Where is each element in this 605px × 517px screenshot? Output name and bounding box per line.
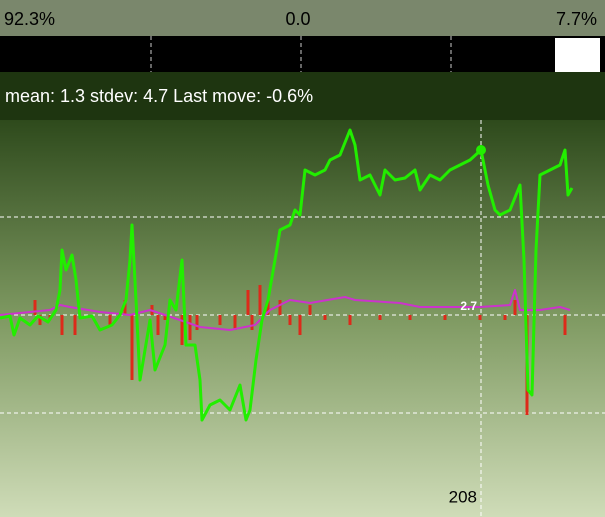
stats: mean: 1.3 stdev: 4.7 Last move: -0.6% [5,86,313,106]
left-label: 92.3% [4,9,55,29]
right-label: 7.7% [556,9,597,29]
center-label: 0.0 [285,9,310,29]
value-label: 2.7 [460,299,477,313]
position-label: 208 [449,487,477,506]
series-line [0,128,574,422]
crosshair-dot [476,145,486,155]
balance-fill [555,38,600,72]
stats-bg [0,72,605,120]
series-line [0,289,571,331]
plot: 2.7 208 [0,120,605,517]
header-bg [0,0,605,36]
balance-bar [0,36,605,72]
